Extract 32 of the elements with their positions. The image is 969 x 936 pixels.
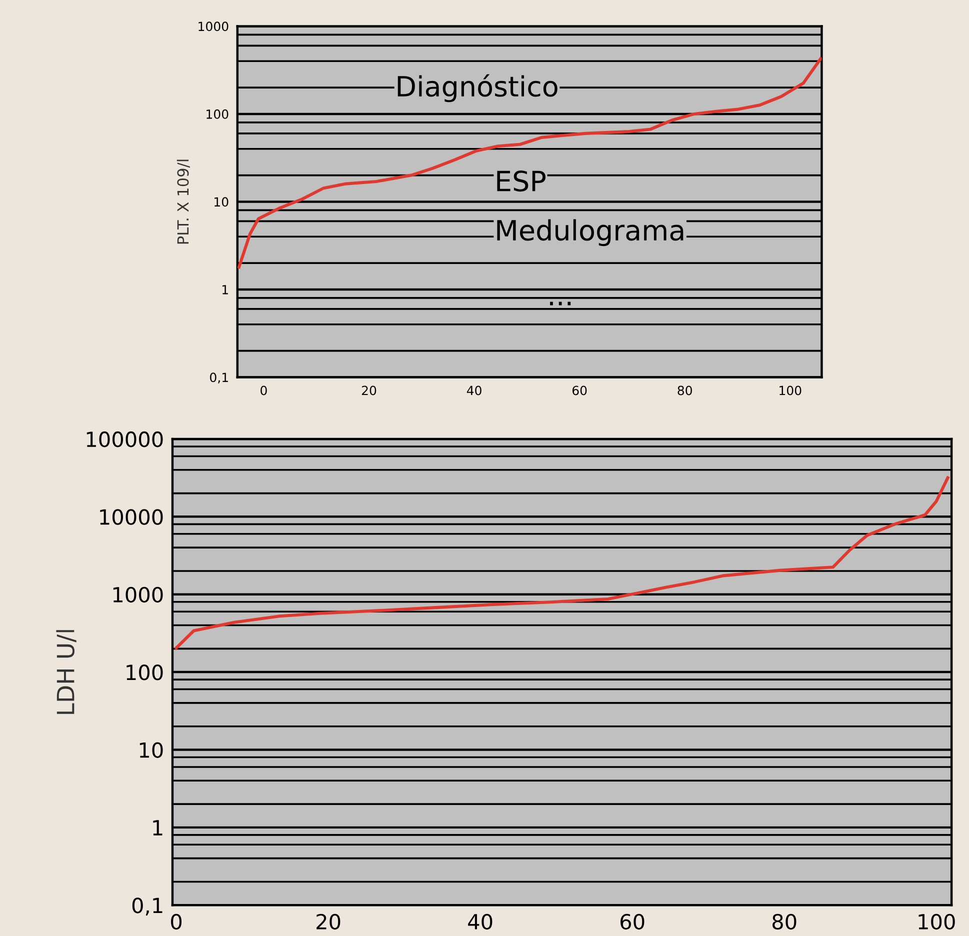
x-tick-label: 40 <box>466 386 482 396</box>
y-axis-title: LDH U/l <box>56 630 76 714</box>
y-tick-label: 10000 <box>100 509 163 525</box>
x-tick-label: 20 <box>362 386 376 396</box>
y-tick-label: 100 <box>206 109 228 119</box>
line-series <box>174 476 950 650</box>
y-tick-label: 10 <box>140 742 163 758</box>
annotation: Medulograma <box>497 219 684 246</box>
y-tick-label: 100000 <box>86 431 163 448</box>
x-tick-label: 100 <box>780 386 802 396</box>
x-tick-label: 0 <box>260 386 267 396</box>
x-tick-label: 80 <box>678 386 692 396</box>
y-tick-label: 100 <box>126 664 163 680</box>
x-tick-label: 0 <box>171 914 182 930</box>
y-tick-label: 1 <box>153 820 162 836</box>
x-tick-label: 60 <box>620 914 644 930</box>
annotation: Diagnóstico <box>398 74 558 102</box>
x-tick-label: 100 <box>918 914 955 930</box>
y-tick-label: 1 <box>222 285 228 294</box>
x-tick-label: 40 <box>468 914 492 930</box>
x-tick-label: 80 <box>772 914 796 930</box>
x-tick-label: 20 <box>316 914 340 930</box>
x-tick-label: 60 <box>572 386 587 396</box>
line-series <box>237 57 822 269</box>
y-tick-label: 1000 <box>198 22 228 32</box>
y-tick-label: 1000 <box>113 586 163 603</box>
y-tick-label: 0,1 <box>210 372 228 384</box>
y-axis-title: PLT. X 109/l <box>176 160 190 244</box>
annotation: ESP <box>497 170 546 192</box>
y-tick-label: 0,1 <box>132 898 162 916</box>
annotation: ... <box>550 302 571 306</box>
y-tick-label: 10 <box>214 197 228 207</box>
